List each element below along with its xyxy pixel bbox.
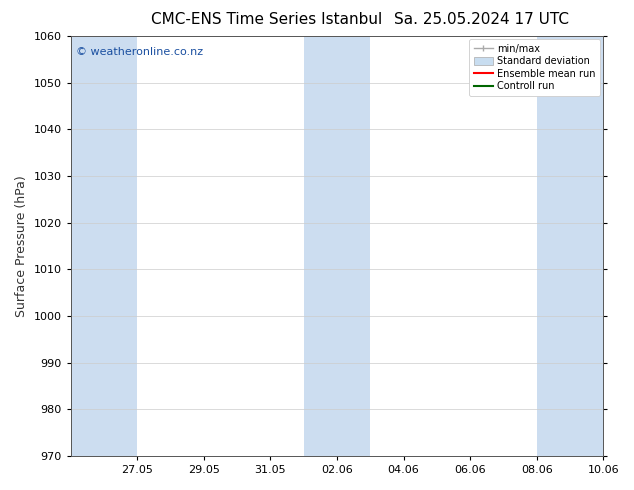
Text: CMC-ENS Time Series Istanbul: CMC-ENS Time Series Istanbul	[151, 12, 382, 27]
Y-axis label: Surface Pressure (hPa): Surface Pressure (hPa)	[15, 175, 28, 317]
Bar	[71, 36, 138, 456]
Text: Sa. 25.05.2024 17 UTC: Sa. 25.05.2024 17 UTC	[394, 12, 569, 27]
Text: © weatheronline.co.nz: © weatheronline.co.nz	[76, 47, 203, 57]
Legend: min/max, Standard deviation, Ensemble mean run, Controll run: min/max, Standard deviation, Ensemble me…	[469, 39, 600, 96]
Bar	[304, 36, 370, 456]
Bar	[536, 36, 603, 456]
